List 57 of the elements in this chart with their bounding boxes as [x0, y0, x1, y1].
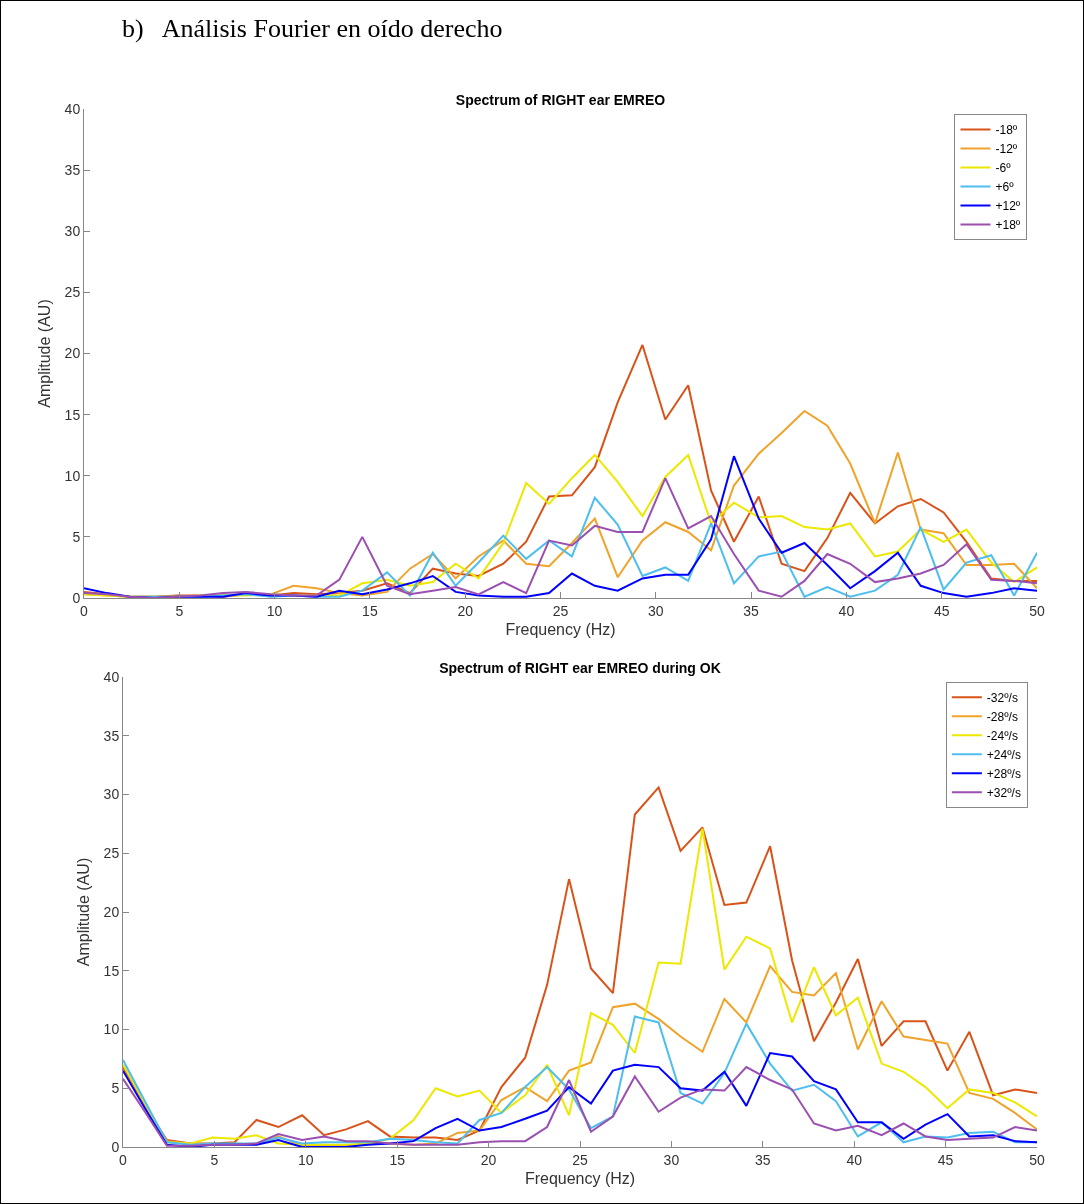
legend-label: -18º — [995, 123, 1018, 138]
chart-title: Spectrum of RIGHT ear EMREO during OK — [439, 659, 721, 676]
x-tick-label: 10 — [298, 1151, 314, 1168]
legend-label: -12º — [995, 142, 1018, 157]
y-tick-label: 25 — [64, 284, 81, 301]
y-tick-label: 40 — [103, 668, 120, 685]
x-tick-label: 20 — [457, 602, 474, 619]
y-tick-label: 5 — [72, 528, 81, 545]
x-tick-label: 20 — [480, 1151, 497, 1168]
x-axis-title: Frequency (Hz) — [505, 621, 616, 639]
x-tick-label: 10 — [266, 602, 283, 619]
x-tick-label: 50 — [1029, 602, 1045, 619]
legend-label: -28º/s — [986, 709, 1018, 724]
y-tick-label: 0 — [72, 589, 81, 606]
legend-label: -32º/s — [986, 690, 1018, 705]
legend-label: +12º — [995, 199, 1021, 214]
legend-label: +24º/s — [986, 747, 1021, 762]
legend-label: +28º/s — [986, 766, 1021, 781]
legend-label: -6º — [995, 161, 1012, 176]
chart-title: Spectrum of RIGHT ear EMREO — [455, 91, 666, 108]
y-tick-label: 5 — [111, 1080, 120, 1097]
y-tick-label: 20 — [103, 903, 120, 920]
legend-label: +6º — [995, 180, 1015, 195]
x-tick-label: 35 — [743, 602, 760, 619]
y-tick-label: 0 — [111, 1138, 120, 1155]
y-tick-label: 20 — [64, 345, 81, 362]
x-tick-label: 30 — [663, 1151, 680, 1168]
x-tick-label: 40 — [838, 602, 855, 619]
y-tick-label: 15 — [103, 962, 120, 979]
x-tick-label: 45 — [937, 1151, 954, 1168]
y-tick-label: 30 — [103, 786, 120, 803]
y-tick-label: 30 — [64, 223, 81, 240]
x-tick-label: 40 — [846, 1151, 863, 1168]
x-tick-label: 5 — [175, 602, 184, 619]
x-tick-label: 5 — [210, 1151, 219, 1168]
x-tick-label: 15 — [389, 1151, 406, 1168]
x-tick-label: 15 — [362, 602, 378, 619]
y-tick-label: 35 — [64, 162, 81, 179]
x-tick-label: 45 — [933, 602, 950, 619]
y-tick-label: 25 — [103, 845, 120, 862]
legend-label: +18º — [995, 218, 1021, 233]
x-axis-title: Frequency (Hz) — [524, 1170, 636, 1188]
y-tick-label: 15 — [64, 406, 81, 423]
y-tick-label: 35 — [103, 727, 120, 744]
legend-label: -24º/s — [986, 728, 1018, 743]
legend-label: +32º/s — [986, 785, 1021, 800]
y-axis-title: Amplitude (AU) — [74, 857, 92, 967]
y-tick-label: 10 — [64, 467, 81, 484]
y-tick-label: 10 — [103, 1021, 120, 1038]
x-tick-label: 25 — [552, 602, 569, 619]
y-axis-title: Amplitude (AU) — [35, 299, 53, 408]
y-tick-label: 40 — [64, 100, 81, 117]
text: b) Análisis Fourier en oído derecho — [122, 14, 503, 44]
x-tick-label: 50 — [1029, 1151, 1045, 1168]
x-tick-label: 30 — [648, 602, 664, 619]
x-tick-label: 25 — [572, 1151, 588, 1168]
x-tick-label: 35 — [755, 1151, 771, 1168]
